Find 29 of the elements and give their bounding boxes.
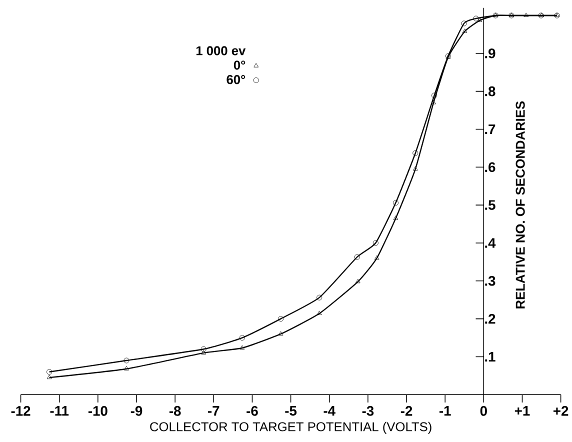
x-tick-label: -2 [400,406,412,416]
x-tick-label: -10 [88,406,108,416]
y-tick-label: .1 [485,352,496,362]
legend-label: 60° [226,74,246,84]
x-tick-label: -1 [439,406,451,416]
y-axis-title: RELATIVE NO. OF SECONDARIES [516,101,525,308]
y-tick-label: .4 [485,238,496,248]
x-axis-title: COLLECTOR TO TARGET POTENTIAL (VOLTS) [150,422,432,434]
y-tick-label: .7 [485,124,496,134]
x-tick-label: +2 [553,406,568,416]
x-tick-label: +1 [514,406,530,416]
x-tick-label: -9 [130,406,142,416]
y-tick-label: .5 [485,200,496,210]
x-tick-label: -6 [246,406,258,416]
x-tick-label: -7 [208,406,220,416]
x-tick-label: -12 [11,406,30,416]
x-tick-label: -4 [324,406,336,416]
legend-label: 0° [234,60,246,70]
x-tick-label: 0 [480,406,487,416]
legend-title: 1 000 ev [196,46,246,56]
y-tick-label: .8 [485,86,496,96]
x-tick-label: -11 [50,406,69,416]
y-tick-label: .9 [485,48,496,58]
y-tick-label: .2 [485,314,496,324]
x-tick-label: -8 [169,406,181,416]
y-tick-label: .6 [485,162,496,172]
x-tick-label: -3 [362,406,374,416]
y-tick-label: .3 [485,276,496,286]
x-tick-label: -5 [285,406,297,416]
